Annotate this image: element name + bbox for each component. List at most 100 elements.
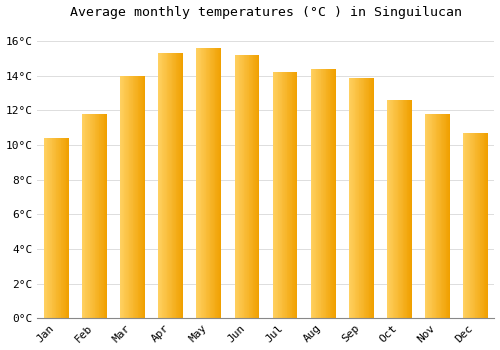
Bar xyxy=(55,138,56,318)
Bar xyxy=(468,133,469,318)
Bar xyxy=(63,138,64,318)
Bar xyxy=(98,114,100,318)
Bar xyxy=(294,72,295,318)
Bar xyxy=(464,133,466,318)
Bar xyxy=(255,55,256,318)
Bar xyxy=(392,100,394,318)
Bar xyxy=(371,78,372,318)
Bar xyxy=(180,53,182,318)
Bar xyxy=(404,100,405,318)
Bar xyxy=(476,133,477,318)
Bar xyxy=(402,100,404,318)
Bar xyxy=(220,48,222,318)
Bar xyxy=(120,76,121,318)
Bar xyxy=(282,72,284,318)
Bar xyxy=(172,53,174,318)
Bar xyxy=(367,78,368,318)
Bar xyxy=(487,133,488,318)
Bar xyxy=(208,48,209,318)
Bar xyxy=(243,55,244,318)
Bar xyxy=(366,78,367,318)
Bar xyxy=(242,55,243,318)
Bar xyxy=(207,48,208,318)
Bar xyxy=(62,138,63,318)
Bar xyxy=(274,72,275,318)
Bar xyxy=(387,100,388,318)
Title: Average monthly temperatures (°C ) in Singuilucan: Average monthly temperatures (°C ) in Si… xyxy=(70,6,462,19)
Bar xyxy=(353,78,354,318)
Bar xyxy=(87,114,88,318)
Bar xyxy=(52,138,53,318)
Bar xyxy=(370,78,371,318)
Bar xyxy=(250,55,251,318)
Bar xyxy=(135,76,136,318)
Bar xyxy=(236,55,237,318)
Bar xyxy=(169,53,170,318)
Bar xyxy=(97,114,98,318)
Bar xyxy=(388,100,390,318)
Bar xyxy=(316,69,318,318)
Bar xyxy=(142,76,144,318)
Bar xyxy=(279,72,280,318)
Bar xyxy=(122,76,123,318)
Bar xyxy=(102,114,103,318)
Bar xyxy=(56,138,58,318)
Bar xyxy=(101,114,102,318)
Bar xyxy=(158,53,159,318)
Bar xyxy=(447,114,448,318)
Bar xyxy=(290,72,292,318)
Bar xyxy=(170,53,172,318)
Bar xyxy=(217,48,218,318)
Bar xyxy=(210,48,212,318)
Bar xyxy=(433,114,434,318)
Bar xyxy=(89,114,90,318)
Bar xyxy=(449,114,450,318)
Bar xyxy=(128,76,130,318)
Bar xyxy=(162,53,164,318)
Bar xyxy=(216,48,217,318)
Bar xyxy=(429,114,430,318)
Bar xyxy=(122,76,124,318)
Bar xyxy=(430,114,432,318)
Bar xyxy=(280,72,281,318)
Bar xyxy=(477,133,478,318)
Bar xyxy=(330,69,332,318)
Bar xyxy=(96,114,97,318)
Bar xyxy=(53,138,54,318)
Bar xyxy=(361,78,362,318)
Bar xyxy=(394,100,395,318)
Bar xyxy=(141,76,142,318)
Bar xyxy=(238,55,240,318)
Bar xyxy=(439,114,440,318)
Bar xyxy=(256,55,257,318)
Bar xyxy=(248,55,250,318)
Bar xyxy=(82,114,83,318)
Bar xyxy=(329,69,330,318)
Bar xyxy=(410,100,411,318)
Bar xyxy=(478,133,479,318)
Bar xyxy=(473,133,474,318)
Bar xyxy=(126,76,127,318)
Bar xyxy=(144,76,145,318)
Bar xyxy=(166,53,168,318)
Bar xyxy=(121,76,122,318)
Bar xyxy=(286,72,288,318)
Bar xyxy=(198,48,199,318)
Bar xyxy=(408,100,409,318)
Bar xyxy=(64,138,66,318)
Bar xyxy=(159,53,160,318)
Bar xyxy=(136,76,137,318)
Bar xyxy=(83,114,84,318)
Bar xyxy=(103,114,104,318)
Bar xyxy=(363,78,364,318)
Bar xyxy=(368,78,370,318)
Bar xyxy=(168,53,169,318)
Bar xyxy=(179,53,180,318)
Bar xyxy=(45,138,46,318)
Bar xyxy=(245,55,246,318)
Bar xyxy=(94,114,96,318)
Bar xyxy=(467,133,468,318)
Bar xyxy=(160,53,161,318)
Bar xyxy=(202,48,203,318)
Bar xyxy=(411,100,412,318)
